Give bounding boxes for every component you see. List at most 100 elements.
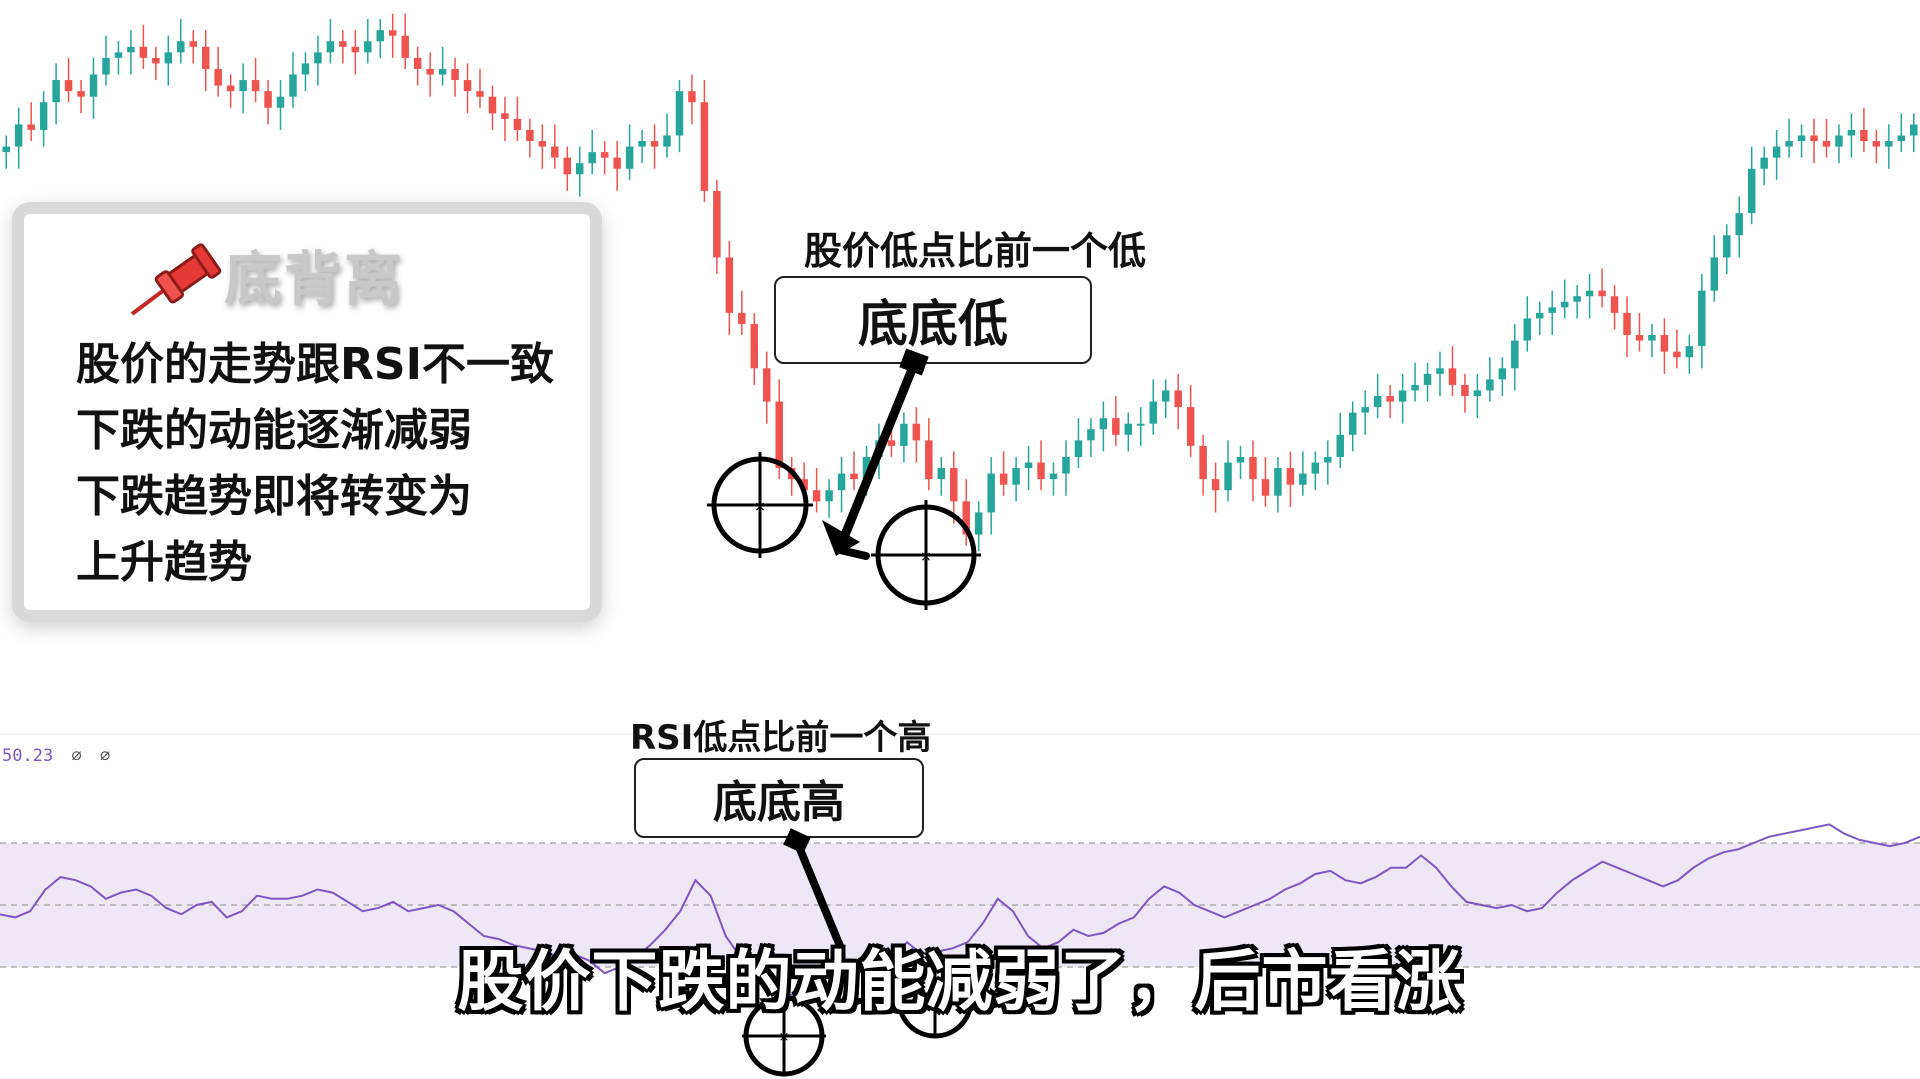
rsi-annotation-label: RSI低点比前一个高 xyxy=(630,718,932,758)
candle-body xyxy=(463,80,472,92)
candle-body xyxy=(1910,124,1918,136)
card-lines: 股价的走势跟RSI不一致 下跌的动能逐渐减弱 下跌趋势即将转变为 上升趋势 xyxy=(76,332,554,596)
candle-body xyxy=(1336,434,1344,457)
candle-body xyxy=(1747,168,1756,214)
subtitle: 股价下跌的动能减弱了，后市看涨 xyxy=(457,943,1463,1020)
candle-body xyxy=(1286,468,1295,485)
candle-body xyxy=(426,68,434,75)
candle-body xyxy=(576,163,584,175)
rsi-na-1: ∅ xyxy=(71,746,82,766)
candle-body xyxy=(1211,479,1220,491)
candle-body xyxy=(1772,146,1781,158)
candle-body xyxy=(1062,456,1070,474)
candle-body xyxy=(1673,351,1681,358)
candle-body xyxy=(1885,141,1893,147)
candle-body xyxy=(800,479,808,491)
candle-body xyxy=(77,91,85,97)
candle-body xyxy=(1386,396,1394,402)
candle-body xyxy=(1137,423,1145,426)
candle-body xyxy=(1660,335,1669,352)
candle-body xyxy=(688,91,696,103)
candle-body xyxy=(351,46,360,53)
candle-body xyxy=(1261,479,1270,496)
candle-body xyxy=(862,456,871,480)
candle-body xyxy=(1723,235,1731,258)
rsi-annotation-box: 底底高 xyxy=(634,758,924,838)
candle-body xyxy=(588,152,596,164)
candle-body xyxy=(1224,462,1232,491)
candle-body xyxy=(1037,462,1045,480)
candle-body xyxy=(177,41,185,53)
candle-body xyxy=(638,141,646,147)
candle-body xyxy=(139,46,148,58)
card-line-3: 下跌趋势即将转变为 xyxy=(76,471,472,522)
candle-body xyxy=(1124,423,1133,435)
candle-body xyxy=(1897,135,1906,142)
candle-body xyxy=(488,96,497,114)
candle-body xyxy=(912,423,921,441)
candle-body xyxy=(1161,390,1170,402)
candle-body xyxy=(1760,157,1768,169)
candle-body xyxy=(1174,390,1182,408)
candle-body xyxy=(1785,141,1793,147)
candle-body xyxy=(214,68,222,86)
candle-body xyxy=(850,473,858,480)
candle-body xyxy=(1648,335,1656,341)
candle-body xyxy=(1872,141,1881,147)
candle-body xyxy=(276,96,285,108)
candle-body xyxy=(987,473,995,513)
candle-body xyxy=(102,57,110,75)
candle-body xyxy=(239,80,247,92)
candle-body xyxy=(962,501,970,535)
candle-body xyxy=(64,80,73,92)
candle-body xyxy=(364,41,372,53)
candle-body xyxy=(451,68,459,81)
candle-body xyxy=(89,74,98,97)
candle-body xyxy=(1398,390,1407,402)
candle-body xyxy=(1835,135,1843,147)
candle-body xyxy=(1685,346,1694,358)
candle-body xyxy=(1149,401,1157,424)
candle-body xyxy=(1797,135,1806,142)
candle-body xyxy=(825,490,833,502)
candle-body xyxy=(1436,368,1444,374)
candle-body xyxy=(513,118,522,130)
candle-body xyxy=(875,440,883,457)
candle-body xyxy=(1411,384,1419,391)
candle-body xyxy=(526,129,534,142)
candle-body xyxy=(1523,318,1532,341)
candle-body xyxy=(1698,290,1706,347)
candle-body xyxy=(837,473,846,491)
candle-body xyxy=(1810,135,1818,142)
rsi-na-2: ∅ xyxy=(99,746,111,766)
candle-body xyxy=(1274,468,1282,496)
candle-body xyxy=(1610,296,1619,313)
candle-body xyxy=(1024,462,1033,469)
candle-body xyxy=(314,52,322,64)
candle-body xyxy=(1099,418,1108,430)
rsi-chart xyxy=(0,733,1920,1000)
candle-body xyxy=(52,80,60,103)
candle-body xyxy=(551,146,559,158)
candle-body xyxy=(713,190,721,258)
candle-body xyxy=(663,135,671,147)
candle-body xyxy=(1186,407,1195,446)
candle-body xyxy=(563,157,572,175)
candle-body xyxy=(339,41,347,47)
candle-body xyxy=(1710,257,1719,291)
candle-body xyxy=(401,35,409,58)
candle-body xyxy=(27,124,35,130)
candle-body xyxy=(725,257,734,313)
candle-body xyxy=(1249,456,1257,480)
candle-body xyxy=(1324,456,1332,463)
candle-body xyxy=(787,468,796,480)
candle-body xyxy=(1536,312,1544,319)
candle-body xyxy=(950,468,958,502)
candle-body xyxy=(476,91,484,97)
candle-body xyxy=(700,102,709,191)
candle-body xyxy=(600,152,609,158)
candle-body xyxy=(2,146,10,153)
candle-body xyxy=(1461,384,1469,396)
candle-body xyxy=(937,468,946,480)
candle-body xyxy=(1498,368,1507,380)
